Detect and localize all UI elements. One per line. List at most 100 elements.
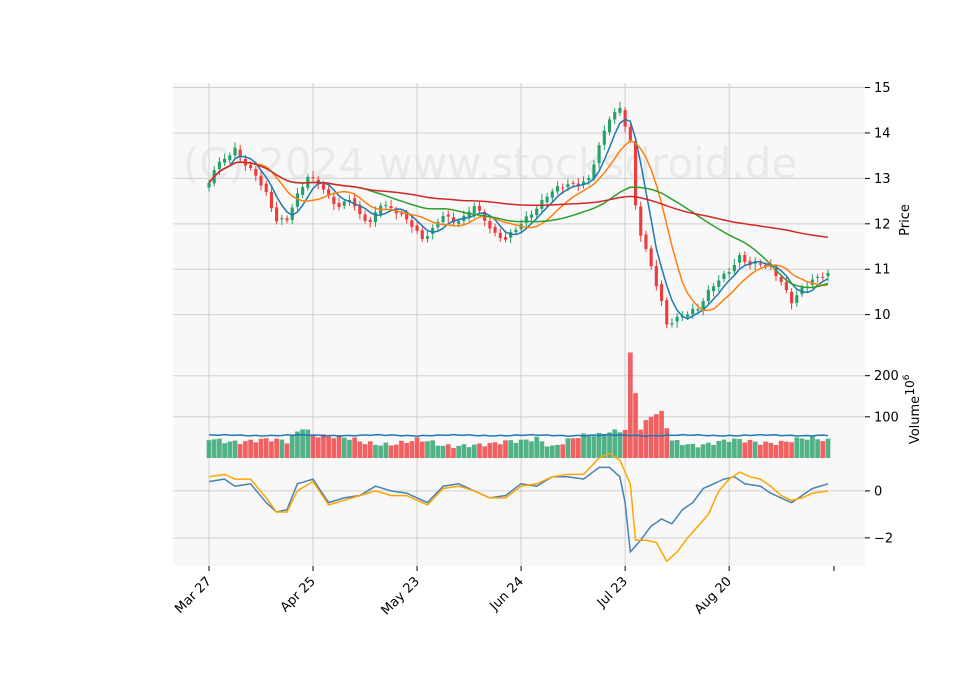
candle-body — [311, 177, 315, 179]
candle-body — [659, 284, 664, 301]
x-tick-label: Aug 20 — [692, 574, 735, 617]
candle-body — [602, 130, 606, 145]
candle-body — [529, 214, 534, 218]
candle-body — [238, 149, 242, 158]
oscillator-line — [208, 452, 829, 563]
volume-bar — [487, 442, 493, 458]
volume-bar — [222, 443, 227, 458]
volume-bar — [300, 429, 305, 458]
price-y-tick-label: 13 — [874, 172, 891, 187]
candle-body — [264, 183, 268, 193]
candle-body — [774, 267, 778, 277]
candle-body — [764, 265, 768, 267]
volume-bar — [810, 436, 815, 458]
volume-bar — [622, 429, 628, 458]
volume-bar — [461, 444, 467, 458]
volume-bar — [289, 435, 295, 458]
volume-axis-exponent: 106 — [902, 374, 917, 395]
candle-body — [779, 276, 783, 282]
candle-body — [743, 254, 747, 262]
volume-bar — [784, 441, 789, 458]
price-axis-label: Price — [898, 204, 913, 236]
volume-bar — [430, 440, 436, 458]
candle-body — [514, 229, 518, 233]
candle-body — [394, 210, 398, 214]
grid-lines — [173, 83, 865, 566]
volume-bar — [711, 445, 716, 458]
oscillator-y-tick-label: −2 — [874, 531, 893, 546]
volume-bar — [269, 441, 274, 458]
volume-layer — [206, 352, 831, 458]
volume-bar — [544, 446, 550, 458]
candle-body — [810, 279, 814, 285]
volume-bar — [232, 440, 238, 458]
candle-body — [821, 276, 825, 278]
candle-body — [670, 323, 674, 325]
candle-body — [280, 218, 284, 220]
x-tick-label: Jun 24 — [487, 574, 527, 614]
candle-body — [753, 262, 757, 264]
candle-body — [321, 184, 325, 190]
volume-bar — [789, 442, 794, 458]
volume-bar — [321, 434, 326, 458]
volume-bar — [529, 441, 534, 458]
volume-bar — [716, 441, 722, 458]
candle-body — [665, 300, 669, 325]
volume-bar — [279, 439, 285, 458]
volume-y-tick-label: 200 — [874, 369, 899, 384]
candle-body — [592, 164, 596, 179]
volume-bar — [440, 445, 446, 458]
candle-body — [607, 119, 612, 133]
candle-body — [290, 207, 294, 220]
volume-bar — [378, 445, 383, 458]
x-tick-label: Apr 25 — [278, 574, 319, 615]
candle-body — [727, 272, 731, 274]
candle-body — [561, 187, 565, 189]
candle-body — [769, 265, 773, 267]
volume-bar — [586, 435, 592, 458]
volume-bar — [706, 442, 711, 458]
candle-body — [384, 205, 388, 207]
candle-body — [795, 295, 799, 303]
volume-bar — [326, 436, 331, 458]
volume-bar — [393, 444, 399, 458]
candle-body — [457, 221, 461, 224]
candle-body — [826, 272, 830, 277]
volume-bar — [763, 441, 768, 458]
volume-bar — [253, 442, 259, 458]
volume-bar — [721, 439, 727, 458]
volume-bar — [482, 446, 488, 458]
volume-bar — [773, 444, 779, 458]
volume-bar — [243, 441, 248, 458]
volume-bar — [664, 428, 670, 458]
volume-bar — [737, 438, 742, 458]
volume-bar — [477, 443, 482, 458]
candle-body — [597, 145, 601, 164]
volume-bar — [523, 439, 529, 458]
volume-bar — [581, 433, 586, 458]
volume-bar — [570, 438, 576, 458]
volume-bar — [388, 445, 394, 458]
candle-body — [545, 196, 549, 203]
candle-body — [639, 206, 643, 236]
volume-bar — [347, 439, 352, 458]
moving-average-line — [208, 139, 829, 312]
price-y-tick-label: 14 — [874, 126, 891, 141]
volume-bar — [732, 438, 737, 458]
volume-bar — [659, 410, 664, 458]
volume-bar — [373, 444, 378, 458]
candle-body — [477, 205, 482, 211]
volume-bar — [352, 437, 357, 458]
volume-bar — [778, 440, 784, 458]
candle-body — [550, 191, 554, 198]
volume-bar — [820, 440, 826, 458]
candle-body — [691, 308, 695, 315]
candle-body — [675, 316, 679, 322]
candle-body — [358, 204, 362, 215]
volume-bar — [669, 440, 675, 458]
candle-body — [441, 215, 445, 223]
volume-bar — [211, 439, 217, 458]
volume-average-line — [208, 433, 829, 437]
volume-bar — [237, 444, 243, 458]
volume-bar — [367, 441, 373, 458]
